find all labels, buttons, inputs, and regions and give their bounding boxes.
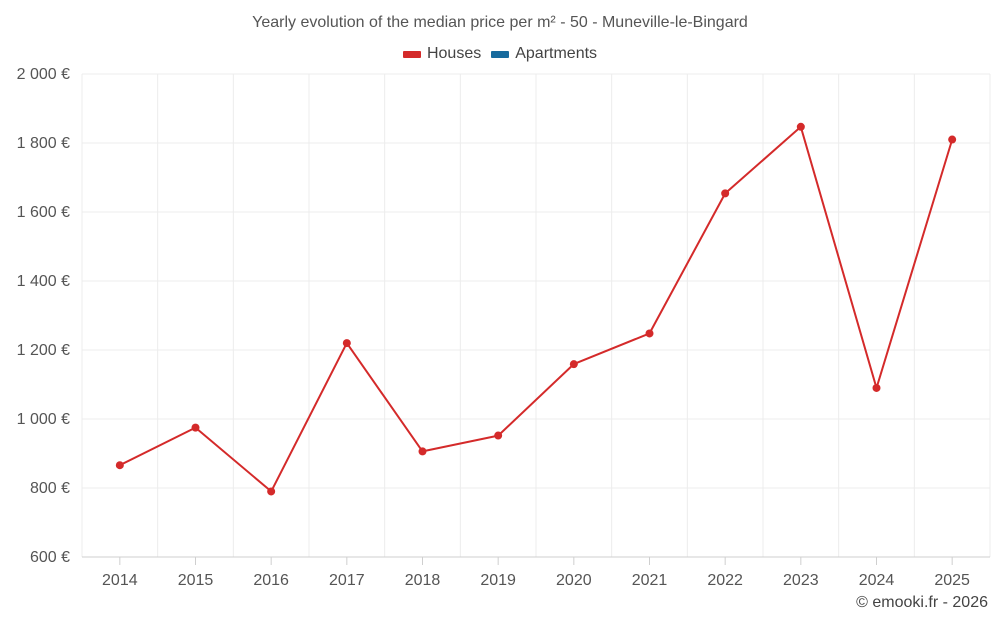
y-tick-label: 2 000 € — [17, 66, 70, 83]
y-tick-label: 1 200 € — [17, 342, 70, 359]
data-point-houses-2024 — [872, 383, 881, 392]
series-line-houses — [119, 125, 954, 493]
data-point-houses-2023 — [796, 122, 805, 131]
x-tick-label: 2018 — [405, 572, 441, 589]
x-tick-label: 2025 — [934, 572, 970, 589]
data-point-houses-2016 — [267, 487, 276, 496]
data-point-houses-2017 — [342, 339, 351, 348]
legend-label-apartments: Apartments — [515, 45, 598, 62]
x-tick-label: 2014 — [102, 572, 138, 589]
chart-title: Yearly evolution of the median price per… — [252, 14, 748, 31]
data-point-houses-2018 — [418, 447, 427, 456]
x-tick-label: 2020 — [556, 572, 592, 589]
legend-item-houses[interactable]: Houses — [402, 45, 482, 63]
x-tick-label: 2021 — [632, 572, 668, 589]
legend-item-apartments[interactable]: Apartments — [491, 45, 597, 63]
x-tick-label: 2022 — [707, 572, 743, 589]
y-tick-label: 1 800 € — [17, 135, 70, 152]
data-point-houses-2021 — [645, 329, 654, 338]
chart-legend: Houses Apartments — [0, 45, 1000, 63]
data-point-houses-2019 — [494, 431, 503, 440]
x-tick-label: 2017 — [329, 572, 365, 589]
y-tick-label: 600 € — [30, 549, 70, 566]
copyright-credit: © emooki.fr - 2026 — [856, 594, 988, 611]
legend-label-houses: Houses — [426, 45, 482, 62]
data-point-houses-2022 — [721, 189, 730, 198]
x-tick-label: 2016 — [253, 572, 289, 589]
data-point-houses-2014 — [115, 461, 124, 470]
x-tick-label: 2019 — [480, 572, 516, 589]
y-tick-label: 1 000 € — [17, 411, 70, 428]
y-tick-label: 1 600 € — [17, 204, 70, 221]
x-tick-label: 2024 — [859, 572, 895, 589]
x-tick-label: 2023 — [783, 572, 819, 589]
data-point-houses-2025 — [948, 135, 957, 144]
y-tick-label: 800 € — [30, 480, 70, 497]
x-tick-label: 2015 — [178, 572, 214, 589]
data-point-houses-2020 — [569, 360, 578, 369]
y-tick-label: 1 400 € — [17, 273, 70, 290]
legend-swatch-houses — [402, 50, 421, 58]
data-point-houses-2015 — [191, 423, 200, 432]
legend-swatch-apartments — [491, 50, 510, 58]
